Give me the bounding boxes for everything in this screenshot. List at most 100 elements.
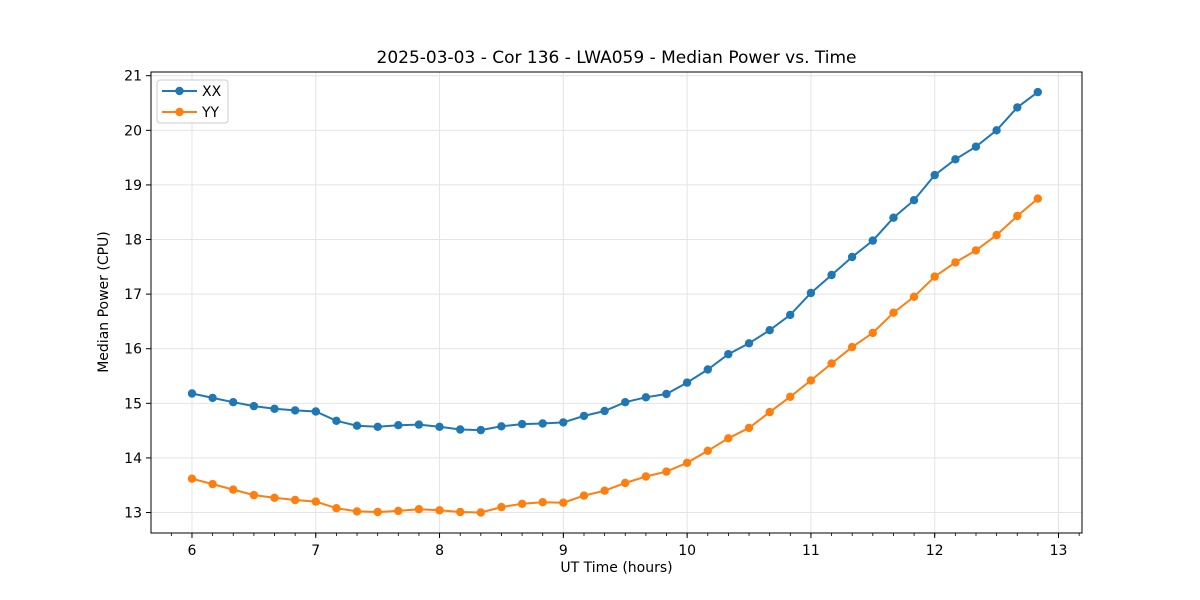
data-point-yy	[290, 495, 300, 505]
data-point-xx	[641, 393, 651, 402]
data-point-xx	[909, 196, 919, 205]
data-point-xx	[971, 142, 981, 151]
data-point-yy	[1013, 211, 1022, 221]
data-point-yy	[538, 498, 547, 507]
data-point-xx	[456, 425, 465, 434]
legend-label: XX	[202, 84, 222, 100]
data-point-xx	[290, 406, 300, 415]
data-point-xx	[229, 398, 238, 407]
data-point-xx	[765, 326, 774, 335]
y-tick-label: 17	[124, 287, 142, 303]
data-point-xx	[579, 411, 589, 421]
data-point-xx	[662, 389, 671, 399]
data-point-yy	[806, 376, 816, 385]
data-point-yy	[847, 342, 857, 352]
data-point-xx	[786, 310, 795, 320]
data-point-yy	[992, 230, 1001, 240]
data-point-xx	[517, 419, 527, 429]
x-tick-label: 6	[188, 543, 197, 559]
data-point-xx	[847, 252, 857, 262]
y-tick-label: 14	[124, 451, 142, 467]
data-point-yy	[930, 272, 939, 281]
data-point-xx	[600, 406, 609, 416]
data-point-yy	[476, 508, 485, 517]
data-point-yy	[1033, 194, 1043, 203]
data-point-xx	[889, 213, 898, 222]
y-tick-label: 18	[124, 233, 142, 249]
data-point-yy	[786, 392, 795, 401]
data-point-yy	[765, 407, 774, 417]
data-point-xx	[352, 421, 362, 430]
x-tick-label: 12	[926, 543, 944, 559]
data-point-xx	[744, 339, 754, 348]
data-point-yy	[517, 499, 527, 508]
legend-marker	[175, 86, 184, 96]
data-point-xx	[249, 401, 259, 411]
data-point-yy	[249, 490, 259, 500]
x-axis-label: UT Time (hours)	[560, 560, 673, 576]
data-point-yy	[229, 485, 238, 494]
data-point-yy	[662, 467, 671, 476]
data-point-xx	[538, 419, 547, 428]
data-point-yy	[414, 505, 424, 514]
x-tick-label: 9	[559, 543, 568, 559]
data-point-yy	[621, 478, 630, 488]
data-point-xx	[208, 393, 217, 403]
data-point-yy	[373, 507, 382, 517]
data-point-xx	[621, 398, 630, 407]
data-point-xx	[435, 422, 444, 431]
data-point-xx	[703, 365, 712, 374]
data-point-yy	[889, 308, 898, 317]
plot-frame	[150, 71, 1083, 534]
data-point-yy	[703, 446, 712, 455]
data-point-yy	[600, 486, 609, 495]
data-point-xx	[311, 407, 320, 416]
data-point-yy	[559, 498, 568, 507]
data-point-yy	[868, 328, 877, 338]
data-point-xx	[1013, 103, 1022, 112]
x-tick-label: 7	[311, 543, 320, 559]
data-point-yy	[394, 506, 403, 516]
data-point-yy	[682, 458, 692, 467]
y-tick-label: 16	[124, 342, 142, 358]
data-point-xx	[476, 425, 485, 435]
x-tick-label: 8	[435, 543, 444, 559]
data-point-yy	[497, 502, 506, 512]
data-point-xx	[951, 155, 960, 164]
y-tick-label: 19	[124, 178, 142, 194]
series-line-yy	[191, 197, 1039, 514]
data-point-xx	[724, 350, 733, 359]
data-point-xx	[394, 421, 403, 430]
data-point-xx	[270, 404, 279, 413]
data-point-xx	[559, 418, 568, 427]
data-point-xx	[930, 170, 939, 180]
data-point-yy	[951, 258, 960, 267]
data-point-yy	[579, 491, 589, 500]
data-point-yy	[744, 423, 754, 433]
data-point-yy	[827, 359, 836, 368]
legend-label: YY	[201, 105, 220, 121]
chart-title: 2025-03-03 - Cor 136 - LWA059 - Median P…	[376, 48, 857, 68]
data-point-xx	[332, 416, 341, 425]
data-point-yy	[909, 292, 919, 301]
y-tick-label: 21	[124, 69, 142, 85]
x-tick-label: 10	[678, 543, 696, 559]
data-point-yy	[352, 507, 362, 516]
data-point-yy	[456, 507, 465, 517]
data-point-yy	[270, 493, 279, 502]
y-tick-label: 15	[124, 396, 142, 412]
x-tick-label: 11	[802, 543, 820, 559]
data-point-yy	[208, 479, 217, 489]
data-point-xx	[373, 422, 382, 431]
data-point-yy	[724, 434, 733, 443]
data-point-yy	[311, 497, 320, 506]
data-point-xx	[1033, 87, 1043, 97]
data-point-xx	[992, 126, 1001, 135]
data-point-xx	[682, 378, 692, 387]
data-point-xx	[497, 422, 506, 431]
data-point-yy	[641, 472, 651, 481]
data-point-yy	[332, 504, 341, 513]
legend-marker	[175, 107, 184, 117]
data-point-yy	[971, 246, 981, 255]
